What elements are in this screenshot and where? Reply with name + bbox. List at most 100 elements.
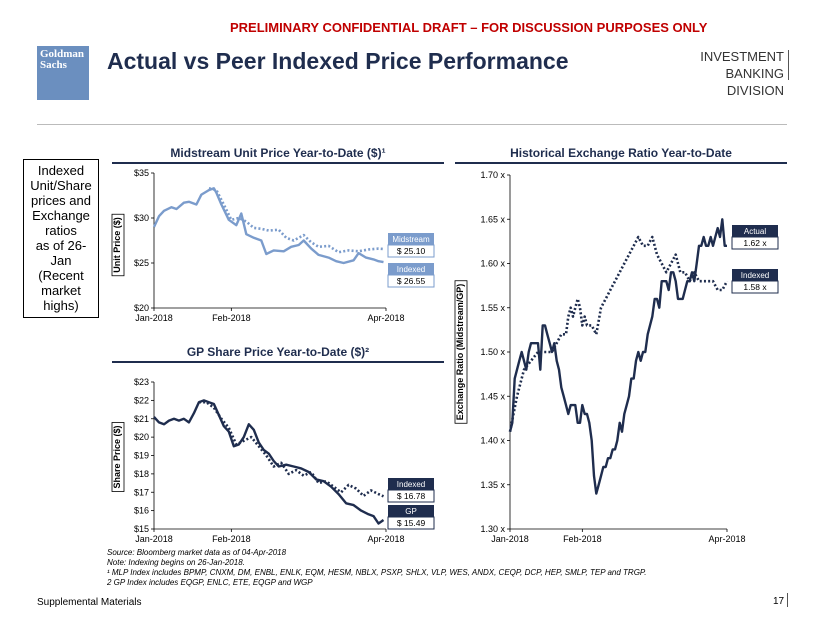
- division-divider: [788, 50, 789, 80]
- value-label-header: [388, 233, 434, 245]
- indexing-note: Note: Indexing begins on 26-Jan-2018.: [107, 558, 245, 567]
- y-tick-label: 1.35 x: [480, 480, 505, 490]
- y-tick-label: 1.65 x: [480, 214, 505, 224]
- series-line-indexed: [508, 235, 729, 432]
- value-label-body: [387, 274, 435, 288]
- midstream-unit-price-chart: Unit Price ($) $20 $25 $30 $35 Jan-2018 Feb-2…: [111, 168, 435, 323]
- y-tick-label: $25: [134, 258, 149, 268]
- y-axis-label: Share Price ($): [112, 425, 122, 488]
- gp-title-underline: [112, 361, 444, 363]
- goldman-sachs-logo: Goldman Sachs: [37, 46, 89, 100]
- note-line: highs): [43, 298, 79, 313]
- value-label-title: Indexed: [397, 265, 425, 274]
- y-tick-label: 1.45 x: [480, 391, 505, 401]
- logo-line-2: Sachs: [40, 59, 67, 71]
- y-tick-label: 1.70 x: [480, 170, 505, 180]
- midstream-title-underline: [112, 162, 444, 164]
- header-rule: [37, 124, 787, 125]
- value-label-header: [388, 478, 434, 490]
- value-label-header: [388, 505, 434, 517]
- x-tick-label: Apr-2018: [708, 534, 745, 544]
- division-line-2: DIVISION: [726, 83, 784, 98]
- y-tick-label: $35: [134, 168, 149, 178]
- x-tick-label: Jan-2018: [491, 534, 529, 544]
- note-line: prices and: [31, 193, 91, 208]
- y-tick-label: $20: [134, 432, 149, 442]
- value-label-midstream: Midstream $ 25.10: [387, 233, 435, 258]
- value-label-value: $ 15.49: [397, 518, 426, 528]
- midstream-chart-title: Midstream Unit Price Year-to-Date ($)¹: [170, 146, 386, 160]
- logo-line-1: Goldman: [40, 48, 85, 60]
- exchange-title-underline: [455, 162, 787, 164]
- value-label-value: $ 16.78: [397, 491, 426, 501]
- value-label-actual: Actual 1.62 x: [731, 225, 779, 250]
- y-tick-label: $17: [134, 487, 149, 497]
- page-number: 17: [773, 596, 785, 607]
- indexed-note-box: Indexed Unit/Share prices and Exchange r…: [23, 159, 99, 318]
- note-line: Unit/Share: [30, 178, 92, 193]
- footnote-2: 2 GP Index includes EQGP, ENLC, ETE, EQG…: [107, 578, 313, 587]
- value-label-header: [732, 269, 778, 281]
- value-label-body: [387, 244, 435, 258]
- exchange-chart-title: Historical Exchange Ratio Year-to-Date: [510, 146, 732, 160]
- note-line: market: [41, 283, 81, 298]
- y-tick-label: $18: [134, 469, 149, 479]
- y-tick-label: $20: [134, 303, 149, 313]
- value-label-body: [731, 236, 779, 250]
- x-tick-label: Feb-2018: [212, 313, 251, 323]
- series-line-midstream: [152, 187, 384, 265]
- y-tick-label: $23: [134, 377, 149, 387]
- x-tick-label: Jan-2018: [135, 534, 173, 544]
- y-tick-label: $22: [134, 395, 149, 405]
- note-line: Jan: [50, 253, 72, 268]
- x-tick-label: Feb-2018: [563, 534, 602, 544]
- note-line: as of 26-: [35, 238, 87, 253]
- y-tick-label: 1.50 x: [480, 347, 505, 357]
- value-label-body: [731, 280, 779, 294]
- value-label-header: [388, 263, 434, 275]
- division-label: INVESTMENT BANKING DIVISION: [648, 48, 784, 99]
- y-axis-label-box: [454, 280, 468, 424]
- y-tick-label: 1.60 x: [480, 259, 505, 269]
- note-line: Exchange: [32, 208, 90, 223]
- y-tick-label: 1.30 x: [480, 524, 505, 534]
- y-tick-label: 1.40 x: [480, 436, 505, 446]
- value-label-title: Indexed: [741, 271, 769, 280]
- value-label-body: [387, 516, 435, 530]
- note-line: Indexed: [37, 163, 85, 178]
- x-tick-label: Feb-2018: [212, 534, 251, 544]
- value-label-title: Midstream: [392, 235, 430, 244]
- page-title: Actual vs Peer Indexed Price Performance: [107, 48, 569, 74]
- y-axis-label-box: [111, 213, 125, 277]
- value-label-header: [732, 225, 778, 237]
- y-axis-label: Unit Price ($): [112, 217, 122, 273]
- y-tick-label: $21: [134, 414, 149, 424]
- y-axis-label: Exchange Ratio (Midstream/GP): [455, 284, 465, 421]
- exchange-ratio-chart: Exchange Ratio (Midstream/GP) 1.30 x 1.35…: [454, 170, 779, 544]
- series-line-actual: [508, 218, 727, 495]
- source-note: Source: Bloomberg market data as of 04-A…: [107, 548, 287, 557]
- gp-chart-title: GP Share Price Year-to-Date ($)²: [186, 345, 370, 359]
- division-line-1: INVESTMENT BANKING: [700, 49, 784, 81]
- value-label-value: $ 26.55: [397, 276, 426, 286]
- value-label-title: Indexed: [397, 480, 425, 489]
- value-label-indexed: Indexed $ 26.55: [387, 263, 435, 288]
- draft-banner: PRELIMINARY CONFIDENTIAL DRAFT – FOR DIS…: [230, 20, 708, 35]
- value-label-title: GP: [405, 507, 417, 516]
- value-label-value: 1.58 x: [743, 282, 767, 292]
- footnote-1: ¹ MLP Index includes BPMP, CNXM, DM, ENB…: [107, 568, 647, 577]
- value-label-title: Actual: [744, 227, 766, 236]
- y-axis-label-box: [111, 422, 125, 492]
- value-label-body: [387, 489, 435, 503]
- y-tick-label: $15: [134, 524, 149, 534]
- value-label-indexed: Indexed $ 16.78: [387, 478, 435, 503]
- value-label-indexed: Indexed 1.58 x: [731, 269, 779, 294]
- y-tick-label: $30: [134, 213, 149, 223]
- series-line-indexed: [208, 187, 384, 254]
- y-tick-label: 1.55 x: [480, 303, 505, 313]
- note-line: (Recent: [38, 268, 84, 283]
- gp-share-price-chart: Share Price ($) $15 $16 $17 $18 $19 $20 $21 $22…: [111, 377, 435, 544]
- page-divider: [787, 593, 788, 607]
- series-line-indexed: [198, 400, 385, 498]
- value-label-value: $ 25.10: [397, 246, 426, 256]
